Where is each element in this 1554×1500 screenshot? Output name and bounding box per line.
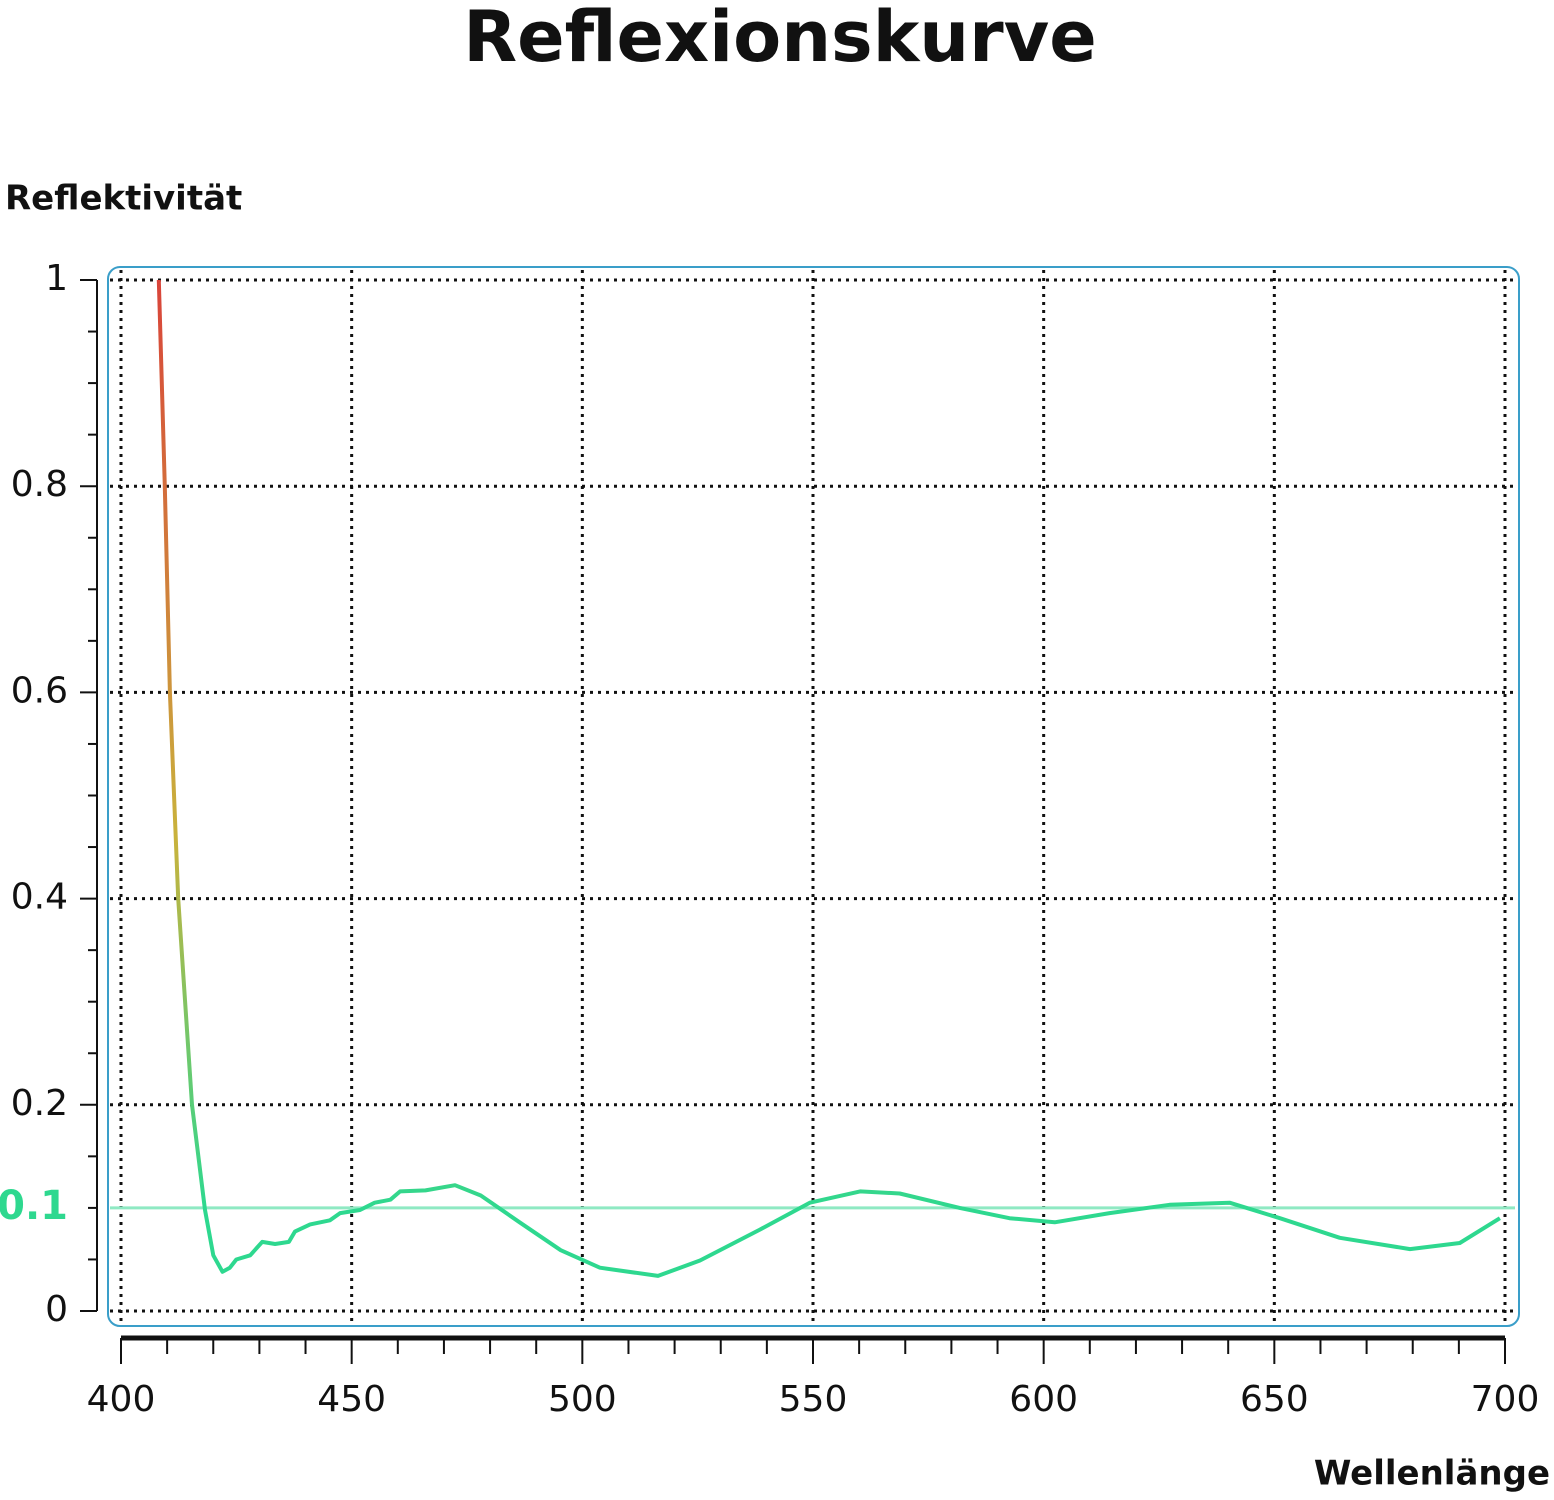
x-tick-label: 500 — [548, 1379, 617, 1420]
x-tick-label: 400 — [87, 1379, 156, 1420]
y-tick-label: 0.6 — [11, 670, 68, 711]
x-tick-label: 550 — [779, 1379, 848, 1420]
y-tick-label: 0.4 — [11, 877, 68, 918]
y-tick-label: 0.2 — [11, 1083, 68, 1124]
y-tick-label: 0 — [45, 1289, 68, 1330]
y-axis-label: Reflektivität — [5, 179, 242, 219]
data-line — [156, 279, 1501, 1278]
reference-label: 0.1 — [0, 1183, 68, 1229]
plot-frame — [107, 266, 1520, 1327]
x-axis-label: Wellenlänge — [1314, 1454, 1550, 1494]
x-tick-label: 650 — [1240, 1379, 1309, 1420]
y-tick-label: 0.8 — [11, 464, 68, 505]
x-tick-label: 450 — [317, 1379, 386, 1420]
x-tick-label: 600 — [1009, 1379, 1078, 1420]
y-tick-label: 1 — [45, 258, 68, 299]
chart-title: Reflexionskurve — [463, 0, 1097, 78]
x-tick-label: 700 — [1471, 1379, 1540, 1420]
